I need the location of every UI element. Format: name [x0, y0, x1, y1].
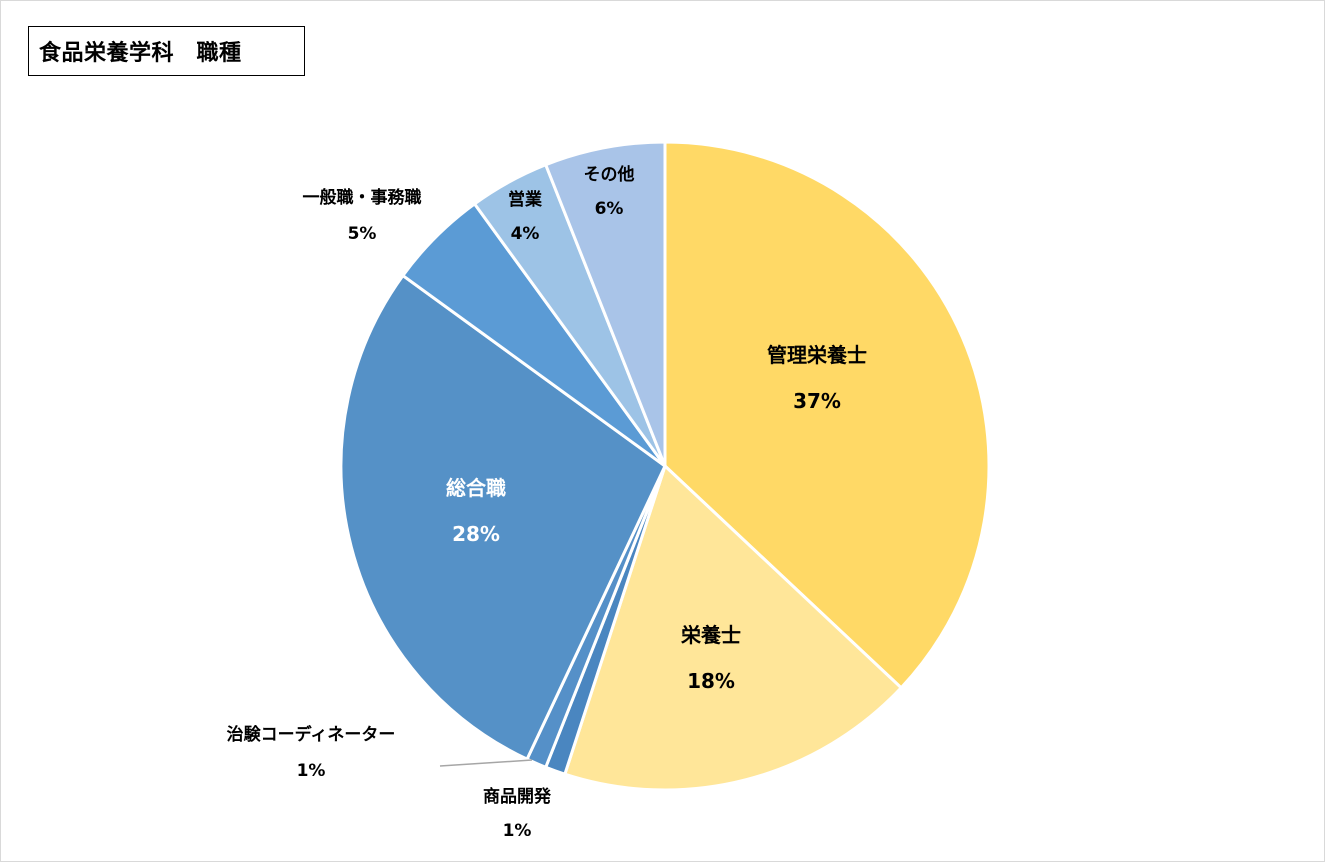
slice-label-2: 商品開発 [483, 786, 552, 807]
pie-slice-1 [562, 463, 904, 792]
slice-percent-4: 28% [452, 522, 500, 546]
slice-label-1: 栄養士 [680, 623, 741, 647]
slice-percent-6: 4% [511, 224, 540, 244]
slice-percent-0: 37% [793, 389, 841, 413]
pie-slices [339, 140, 991, 792]
slice-percent-5: 5% [348, 224, 377, 244]
slice-percent-1: 18% [687, 669, 735, 693]
pie-slice-7 [543, 140, 667, 467]
leader-lines [439, 759, 533, 767]
slice-label-6: 営業 [508, 189, 542, 210]
slice-percent-2: 1% [503, 821, 532, 841]
slice-label-3: 治験コーディネーター [227, 724, 396, 745]
pie-slice-0 [663, 140, 991, 690]
slice-label-0: 管理栄養士 [767, 343, 867, 367]
slice-percent-3: 1% [297, 761, 326, 781]
slice-label-5: 一般職・事務職 [303, 187, 422, 208]
leader-line [439, 759, 533, 767]
slice-label-7: その他 [584, 164, 635, 185]
slice-label-4: 総合職 [446, 476, 506, 500]
data-labels: 管理栄養士 37% 栄養士 18% 商品開発 1% 治験コーディネーター 1% 総合職 28% 一般… [227, 164, 867, 841]
pie-slice-4 [339, 273, 667, 762]
chart-title: 食品栄養学科 職種 [28, 26, 305, 76]
slice-percent-7: 6% [595, 199, 624, 219]
